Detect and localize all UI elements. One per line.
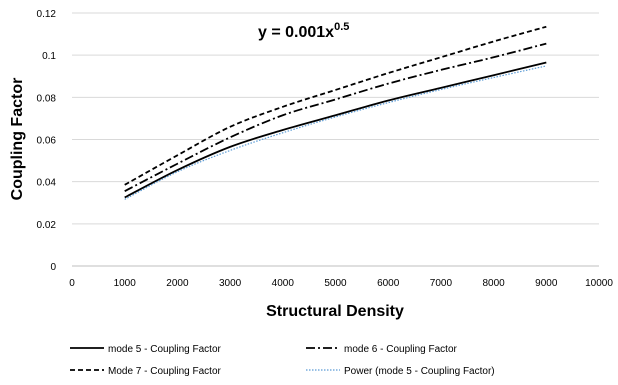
y-tick-label: 0 <box>50 262 56 273</box>
y-tick-label: 0.02 <box>37 220 57 231</box>
x-tick-label: 0 <box>69 278 75 289</box>
x-tick-label: 6000 <box>377 278 400 289</box>
y-tick-label: 0.04 <box>37 178 57 189</box>
x-tick-label: 5000 <box>324 278 347 289</box>
x-axis-title: Structural Density <box>266 303 404 320</box>
legend-item: Mode 7 - Coupling Factor <box>70 366 222 377</box>
y-tick-label: 0.1 <box>42 51 56 62</box>
x-tick-label: 10000 <box>585 278 613 289</box>
series-line-mode-7-coupling-factor <box>124 25 547 186</box>
legend-label: Mode 7 - Coupling Factor <box>108 366 222 377</box>
series-line-power-mode-5-coupling-factor <box>124 65 547 200</box>
legend-item: Power (mode 5 - Coupling Factor) <box>306 366 495 377</box>
y-tick-label: 0.08 <box>37 93 57 104</box>
series-line-mode-6-coupling-factor <box>124 42 547 192</box>
x-tick-label: 7000 <box>430 278 453 289</box>
trendline-equation: y = 0.001x0.5 <box>258 21 349 41</box>
gridlines <box>72 12 599 225</box>
x-tick-label: 8000 <box>482 278 505 289</box>
x-tick-label: 2000 <box>166 278 189 289</box>
legend-label: mode 6 - Coupling Factor <box>344 344 458 355</box>
series-line-mode-5-coupling-factor <box>124 61 547 199</box>
legend-item: mode 5 - Coupling Factor <box>70 344 222 355</box>
tick-labels: 0 0.02 0.04 0.06 0.08 0.1 0.12 0 1000 2000 3000 400… <box>37 9 614 289</box>
legend-item: mode 6 - Coupling Factor <box>306 344 458 355</box>
legend-label: mode 5 - Coupling Factor <box>108 344 222 355</box>
x-tick-label: 9000 <box>535 278 558 289</box>
series-lines <box>124 25 547 200</box>
legend: mode 5 - Coupling Factor mode 6 - Couplin… <box>70 344 495 377</box>
legend-label: Power (mode 5 - Coupling Factor) <box>344 366 495 377</box>
equation-base: y = 0.001x <box>258 24 334 41</box>
y-tick-label: 0.12 <box>37 9 57 20</box>
equation-exponent: 0.5 <box>334 21 349 33</box>
x-tick-label: 3000 <box>219 278 242 289</box>
x-tick-label: 4000 <box>272 278 295 289</box>
y-axis-title: Coupling Factor <box>9 78 26 201</box>
y-tick-label: 0.06 <box>37 136 57 147</box>
x-tick-label: 1000 <box>114 278 137 289</box>
